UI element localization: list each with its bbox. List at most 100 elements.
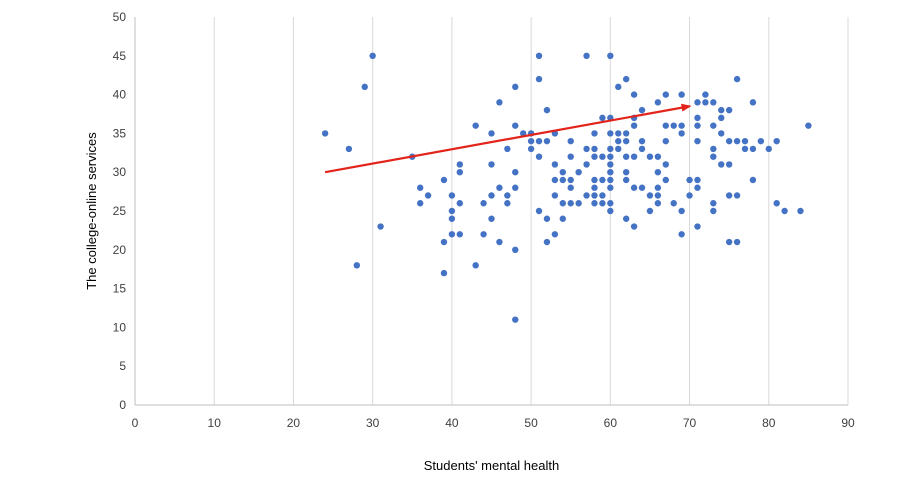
data-point (321, 130, 329, 137)
x-axis-title: Students' mental health (424, 458, 559, 473)
data-point (733, 192, 741, 199)
data-point (607, 130, 614, 137)
data-point (607, 184, 614, 191)
data-point (654, 184, 662, 191)
data-point (694, 176, 701, 184)
data-point (622, 215, 630, 222)
data-point (797, 207, 804, 215)
data-point (678, 122, 685, 129)
data-point (630, 223, 638, 230)
data-point (448, 207, 456, 215)
data-point (535, 153, 543, 160)
data-point (694, 122, 701, 129)
data-point (678, 91, 685, 98)
data-point (615, 137, 622, 145)
data-point (583, 161, 590, 168)
data-point (551, 176, 559, 184)
x-tick-label: 20 (287, 416, 301, 430)
data-point (591, 130, 598, 137)
data-point (575, 169, 582, 176)
data-point (678, 207, 685, 215)
data-point (630, 122, 638, 129)
data-point (377, 223, 384, 230)
data-point (702, 91, 709, 98)
data-point (488, 130, 495, 137)
data-point (710, 153, 717, 160)
data-point (551, 231, 559, 238)
data-point (504, 200, 511, 207)
data-point (662, 176, 669, 184)
data-point (567, 176, 574, 184)
data-point (622, 75, 630, 83)
data-point (567, 184, 574, 191)
data-point (448, 192, 456, 199)
data-point (424, 192, 432, 199)
data-point (583, 192, 590, 199)
data-point (638, 106, 646, 114)
data-point (504, 145, 511, 153)
trend-arrow (324, 103, 692, 174)
data-point (622, 130, 630, 137)
data-point (599, 114, 606, 122)
data-point (607, 207, 614, 215)
data-point (630, 91, 638, 98)
data-point (559, 176, 566, 184)
data-point (527, 137, 535, 145)
data-point (361, 83, 368, 91)
data-point (654, 169, 662, 176)
data-point (670, 122, 677, 129)
y-tick-label: 5 (119, 359, 126, 373)
data-point (456, 200, 464, 207)
data-point (710, 200, 717, 207)
data-point (694, 223, 701, 230)
data-point (710, 99, 717, 106)
x-tick-label: 50 (524, 416, 538, 430)
data-point (654, 99, 662, 106)
data-point (662, 122, 669, 129)
data-point (694, 184, 701, 191)
data-point (543, 106, 551, 114)
data-point (543, 238, 551, 246)
data-point (702, 99, 709, 106)
data-point (622, 169, 630, 176)
data-point (512, 184, 519, 191)
data-point (765, 145, 772, 153)
data-point (535, 75, 543, 83)
data-point (583, 52, 590, 59)
data-point (607, 169, 614, 176)
data-point (725, 192, 733, 199)
data-point (345, 145, 353, 153)
data-point (718, 114, 725, 122)
data-point (472, 122, 479, 129)
tick-labels: 0 10 20 30 40 50 60 70 80 90 0 5 10 15 20 25 30 35 40 45 50 (113, 10, 855, 430)
data-point (607, 176, 614, 184)
data-point (512, 122, 519, 129)
data-point (615, 145, 622, 153)
data-point (646, 192, 654, 199)
data-point (567, 153, 574, 160)
y-tick-label: 20 (113, 243, 127, 257)
y-tick-label: 25 (113, 204, 127, 218)
data-point (725, 238, 733, 246)
y-tick-label: 10 (113, 320, 127, 334)
data-point (607, 52, 614, 59)
y-tick-label: 40 (113, 88, 127, 102)
data-point (615, 130, 622, 137)
data-point (662, 137, 669, 145)
data-point (559, 215, 566, 222)
data-point (543, 137, 551, 145)
data-point (591, 145, 598, 153)
data-point (749, 145, 757, 153)
data-point (710, 145, 717, 153)
data-point (694, 137, 701, 145)
data-point (749, 99, 757, 106)
data-point (535, 137, 543, 145)
data-point (718, 130, 725, 137)
data-point (638, 145, 646, 153)
y-tick-label: 30 (113, 165, 127, 179)
data-point (559, 200, 566, 207)
data-point (654, 192, 662, 199)
data-point (646, 153, 654, 160)
data-point (599, 192, 606, 199)
